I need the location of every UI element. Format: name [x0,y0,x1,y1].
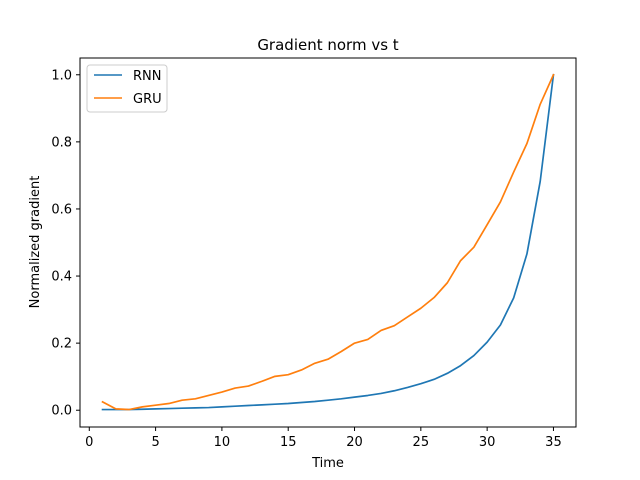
y-tick-label: 0.0 [51,404,72,419]
y-tick-label: 0.2 [51,337,72,352]
x-tick-label: 25 [413,435,430,450]
legend-label-rnn: RNN [133,69,161,84]
x-tick-label: 35 [545,435,562,450]
x-tick-label: 20 [346,435,363,450]
x-tick-label: 0 [85,435,93,450]
y-tick-label: 1.0 [51,68,72,83]
x-axis-ticks: 0 5 10 15 20 25 30 35 [85,427,562,450]
y-tick-label: 0.8 [51,135,72,150]
x-axis-label: Time [311,456,344,471]
chart-title: Gradient norm vs t [257,36,398,54]
y-axis-label: Normalized gradient [28,176,43,309]
legend-label-gru: GRU [133,92,162,107]
x-tick-label: 15 [280,435,297,450]
y-tick-label: 0.4 [51,270,72,285]
legend-box [86,64,168,113]
legend: RNN GRU [86,64,168,113]
series-line-gru [101,73,555,411]
x-tick-label: 30 [479,435,496,450]
x-tick-label: 10 [214,435,231,450]
series-line-rnn [101,73,555,411]
y-axis-ticks: 0.0 0.2 0.4 0.6 0.8 1.0 [51,68,80,419]
y-tick-label: 0.6 [51,202,72,217]
plot-frame [79,57,577,428]
plot-lines [101,73,555,411]
x-tick-label: 5 [151,435,159,450]
